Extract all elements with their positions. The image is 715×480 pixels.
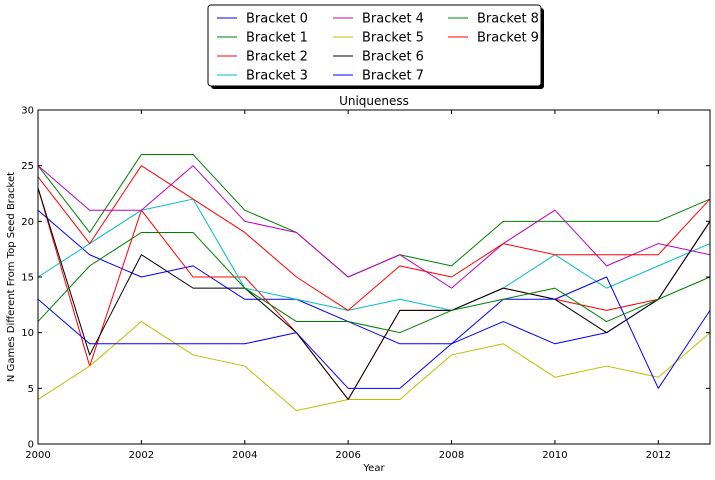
legend-box xyxy=(207,4,542,87)
x-axis-title: Year xyxy=(362,463,385,474)
series-line-bracket-9 xyxy=(37,165,711,311)
legend-label-bracket-7: Bracket 7 xyxy=(362,69,424,84)
legend-label-bracket-8: Bracket 8 xyxy=(477,12,539,27)
y-axis-title: N Games Different From Top Seed Bracket xyxy=(6,172,17,382)
legend-label-bracket-9: Bracket 9 xyxy=(477,31,539,46)
series-line-bracket-5 xyxy=(37,321,711,412)
y-tick-label: 10 xyxy=(21,328,34,339)
x-tick-label: 2012 xyxy=(646,450,671,461)
legend-label-bracket-3: Bracket 3 xyxy=(246,69,308,84)
y-tick-label: 20 xyxy=(21,217,34,228)
chart-title: Uniqueness xyxy=(339,94,409,108)
x-tick-label: 2010 xyxy=(542,450,567,461)
x-tick-label: 2004 xyxy=(232,450,257,461)
x-tick-label: 2006 xyxy=(335,450,360,461)
series-line-bracket-2 xyxy=(37,187,711,400)
series-line-bracket-8 xyxy=(37,231,711,334)
legend-label-bracket-6: Bracket 6 xyxy=(362,50,424,65)
legend-label-bracket-1: Bracket 1 xyxy=(246,31,308,46)
legend-label-bracket-5: Bracket 5 xyxy=(362,31,424,46)
x-tick-label: 2008 xyxy=(439,450,464,461)
legend-label-bracket-4: Bracket 4 xyxy=(362,12,424,27)
y-tick-label: 15 xyxy=(21,273,34,284)
x-axis-ticks: 2000 2002 2004 2006 2008 2010 2012 xyxy=(25,110,671,461)
legend: Bracket 0 Bracket 1 Bracket 2 Bracket 3 Brac… xyxy=(207,4,544,89)
y-axis-ticks: 0 5 10 15 20 25 30 xyxy=(21,106,710,451)
series-line-bracket-4 xyxy=(37,165,711,289)
x-tick-label: 2000 xyxy=(25,450,50,461)
series-line-bracket-0 xyxy=(37,209,711,345)
series-lines xyxy=(37,154,711,412)
y-tick-label: 25 xyxy=(21,161,34,172)
series-line-bracket-1 xyxy=(37,154,711,278)
y-tick-label: 0 xyxy=(28,440,34,451)
legend-label-bracket-2: Bracket 2 xyxy=(246,50,308,65)
x-tick-label: 2002 xyxy=(129,450,154,461)
series-line-bracket-3 xyxy=(37,198,711,311)
y-tick-label: 30 xyxy=(21,106,34,117)
y-tick-label: 5 xyxy=(28,384,34,395)
legend-label-bracket-0: Bracket 0 xyxy=(246,12,308,27)
series-line-bracket-7 xyxy=(37,276,711,389)
plot-frame xyxy=(37,109,711,445)
series-line-bracket-6 xyxy=(37,187,711,400)
